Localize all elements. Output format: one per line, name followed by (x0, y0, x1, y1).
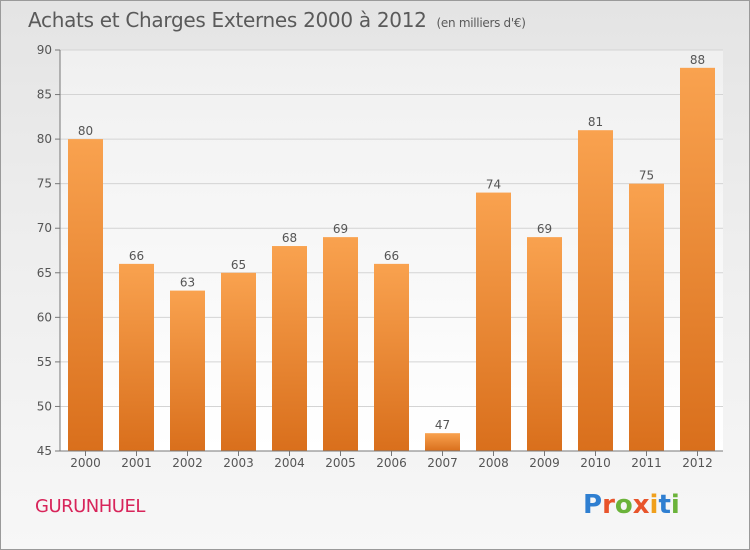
chart-unit: (en milliers d'€) (436, 16, 526, 30)
place-name: GURUNHUEL (35, 496, 145, 517)
proxiti-logo[interactable]: Proxiti (583, 490, 680, 520)
y-tick-label: 75 (37, 177, 52, 191)
bar (374, 263, 409, 451)
x-tick-label: 2003 (223, 456, 254, 470)
data-label: 47 (435, 418, 450, 432)
y-tick-label: 45 (37, 444, 52, 458)
data-label: 63 (180, 276, 195, 290)
logo-letter: i (649, 490, 659, 520)
y-tick-label: 90 (37, 43, 52, 57)
data-label: 74 (486, 178, 501, 192)
logo-letter: o (614, 490, 633, 520)
logo-letter: x (632, 490, 650, 520)
x-tick-label: 2006 (376, 456, 407, 470)
logo-letter: i (670, 490, 680, 520)
x-tick-label: 2002 (172, 456, 203, 470)
data-label: 66 (384, 249, 399, 263)
bar (170, 290, 205, 451)
x-tick-label: 2009 (529, 456, 560, 470)
bar (272, 246, 307, 451)
logo-letter: r (602, 490, 615, 520)
logo-letter: t (658, 490, 671, 520)
bar (119, 263, 154, 451)
chart-title: Achats et Charges Externes 2000 à 2012 (e… (28, 8, 526, 32)
x-tick-label: 2001 (121, 456, 152, 470)
bar (629, 183, 664, 451)
y-tick-label: 50 (37, 399, 52, 413)
x-tick-label: 2000 (70, 456, 101, 470)
x-tick-label: 2004 (274, 456, 305, 470)
y-tick-label: 85 (37, 88, 52, 102)
bar (527, 237, 562, 451)
data-label: 88 (690, 53, 705, 67)
data-label: 80 (78, 124, 93, 138)
bar (323, 237, 358, 451)
x-tick-label: 2005 (325, 456, 356, 470)
x-tick-label: 2010 (580, 456, 611, 470)
x-tick-label: 2012 (682, 456, 713, 470)
data-label: 65 (231, 258, 246, 272)
y-tick-label: 65 (37, 266, 52, 280)
data-label: 69 (333, 222, 348, 236)
bar (578, 130, 613, 451)
bar (680, 67, 715, 452)
data-label: 75 (639, 169, 654, 183)
bar (425, 433, 460, 451)
y-tick-label: 70 (37, 221, 52, 235)
bar (476, 192, 511, 452)
bar (221, 272, 256, 451)
bar (68, 139, 103, 451)
data-label: 66 (129, 249, 144, 263)
data-label: 81 (588, 115, 603, 129)
y-tick-label: 60 (37, 310, 52, 324)
chart-title-text: Achats et Charges Externes 2000 à 2012 (28, 8, 427, 32)
data-label: 68 (282, 231, 297, 245)
y-tick-label: 55 (37, 355, 52, 369)
logo-letter: P (583, 490, 603, 520)
x-tick-label: 2007 (427, 456, 458, 470)
data-label: 69 (537, 222, 552, 236)
y-tick-label: 80 (37, 132, 52, 146)
x-tick-label: 2008 (478, 456, 509, 470)
x-tick-label: 2011 (631, 456, 662, 470)
